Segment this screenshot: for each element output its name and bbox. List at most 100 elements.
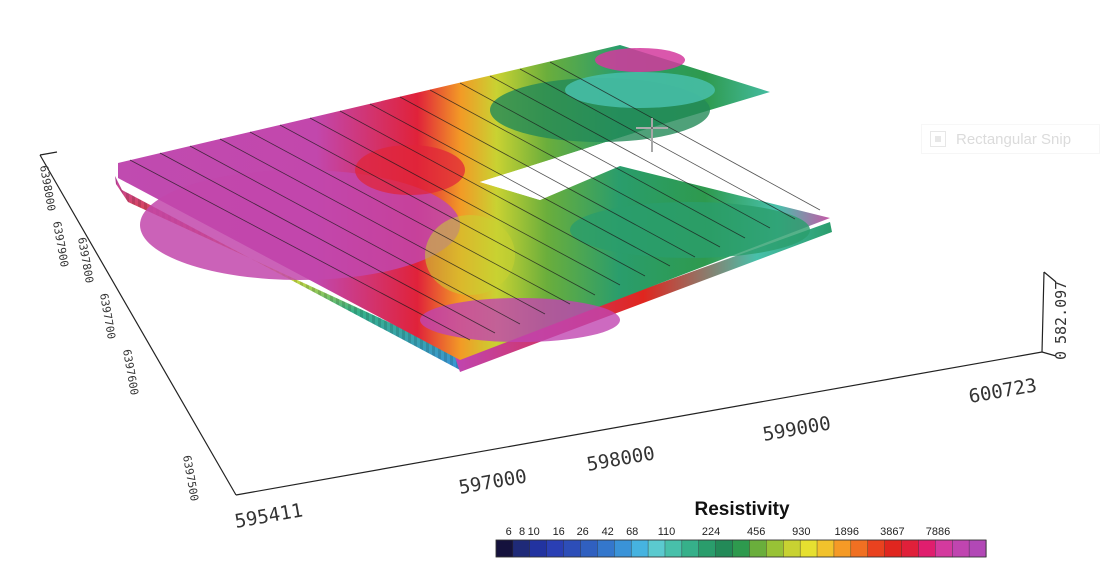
y-tick-label: 6397800 — [75, 236, 96, 284]
profile-line — [369, 103, 671, 267]
legend-tick-label: 930 — [792, 526, 810, 538]
profile-line — [159, 152, 496, 334]
crosshair-cursor-icon — [636, 118, 668, 152]
legend-swatch — [884, 539, 903, 558]
surface-patch-top-magenta — [595, 48, 685, 72]
y-tick-label: 6397700 — [97, 292, 118, 340]
legend-swatch — [968, 539, 987, 558]
resistivity-surface — [115, 45, 832, 372]
surface-patch-magenta — [140, 170, 460, 280]
x-tick-label: 598000 — [585, 442, 656, 476]
y-tick-label: 6397600 — [120, 348, 141, 396]
profile-line — [189, 145, 521, 325]
profile-line — [279, 124, 596, 296]
legend-swatch — [529, 539, 548, 558]
legend-swatch — [512, 539, 531, 558]
z-tick-label: 582.097 — [1052, 281, 1070, 344]
profile-line — [429, 89, 721, 248]
x-tick-label: 600723 — [967, 374, 1038, 408]
legend-color-bar — [495, 539, 987, 558]
legend-swatch — [546, 539, 565, 558]
survey-profile-lines — [129, 61, 821, 341]
z-axis-line — [1041, 271, 1045, 353]
legend-tick-label: 26 — [577, 526, 589, 538]
profile-line — [309, 117, 621, 286]
legend-swatch — [664, 539, 683, 558]
legend-tick-label: 42 — [602, 526, 614, 538]
legend-swatch — [766, 539, 784, 558]
legend-swatch — [681, 539, 700, 558]
legend-swatch — [867, 539, 886, 558]
profile-line — [459, 82, 746, 239]
legend-swatch — [495, 539, 514, 558]
legend-tick-label: 3867 — [880, 526, 904, 538]
surface-patch-cyan — [565, 72, 715, 108]
profile-line — [399, 96, 696, 258]
legend-swatch — [563, 539, 582, 558]
legend-swatch — [732, 539, 751, 558]
y-tick-label: 6398000 — [37, 164, 58, 212]
legend-tick-label: 10 — [528, 526, 540, 538]
legend-swatch — [597, 539, 615, 558]
profile-line — [129, 159, 471, 341]
y-axis-line — [39, 154, 237, 496]
legend-tick-label: 7886 — [926, 526, 950, 538]
surface-patch-lower-magenta — [420, 298, 620, 342]
x-tick-label: 595411 — [233, 499, 304, 533]
legend-tick-label: 110 — [658, 526, 676, 538]
x-axis-line — [235, 351, 1043, 496]
y-axis-labels: 6398000 6397900 6397800 6397700 6397600 … — [37, 164, 201, 502]
legend-swatch — [614, 539, 632, 558]
z-tick-label: 0 — [1052, 351, 1070, 360]
legend-swatch — [935, 539, 953, 558]
legend-swatch — [816, 539, 835, 558]
legend-swatch — [783, 539, 801, 558]
legend-tick-label: 8 — [519, 526, 525, 538]
x-tick-label: 599000 — [761, 412, 832, 446]
legend-bar-outline — [495, 539, 987, 558]
x-tick-label: 597000 — [457, 465, 528, 499]
legend-tick-label: 1896 — [835, 526, 859, 538]
legend-swatch — [749, 539, 767, 558]
legend-swatch — [833, 539, 852, 558]
snip-icon — [930, 131, 946, 147]
profile-line — [339, 110, 646, 277]
surface-patch-lower-green — [570, 202, 810, 258]
profile-line — [549, 61, 821, 211]
profile-line — [519, 68, 796, 220]
profile-line — [249, 131, 571, 305]
z-axis-labels: 0 582.097 — [1052, 281, 1070, 360]
surface-side-wall-stripes — [115, 176, 460, 370]
legend-swatch — [952, 539, 970, 558]
y-axis-tick — [39, 151, 58, 156]
z-axis-tick — [1043, 271, 1057, 283]
legend-swatch — [580, 539, 598, 558]
legend-swatch — [850, 539, 869, 558]
legend-swatch — [799, 539, 818, 558]
legend-tick-label: 68 — [626, 526, 638, 538]
legend-tick-label: 6 — [506, 526, 512, 538]
profile-line — [489, 75, 771, 229]
profile-line — [219, 138, 546, 315]
y-tick-label: 6397500 — [180, 454, 201, 502]
legend-tick-labels: 6 8 10 16 26 42 68 110 224 456 930 1896 3867 7886 — [506, 526, 951, 538]
legend-swatch — [901, 539, 920, 558]
legend-swatch — [715, 539, 734, 558]
legend-title: Resistivity — [694, 499, 789, 520]
legend-tick-label: 456 — [747, 526, 765, 538]
legend-swatch — [630, 539, 649, 558]
snip-label: Rectangular Snip — [956, 130, 1072, 148]
surface-patch-yellow — [425, 215, 515, 295]
x-axis-labels: 595411 597000 598000 599000 600723 — [233, 374, 1038, 533]
resistivity-legend: Resistivity 6 8 10 16 26 42 68 110 224 456 930 1896… — [495, 499, 987, 558]
legend-swatch — [698, 539, 717, 558]
axes — [39, 151, 1057, 496]
x-axis-tick — [1041, 351, 1057, 357]
legend-swatch — [647, 539, 666, 558]
legend-tick-label: 16 — [553, 526, 565, 538]
y-tick-label: 6397900 — [50, 220, 71, 268]
legend-tick-label: 224 — [702, 526, 720, 538]
legend-swatch — [918, 539, 936, 558]
rectangular-snip-watermark: Rectangular Snip — [921, 124, 1100, 154]
